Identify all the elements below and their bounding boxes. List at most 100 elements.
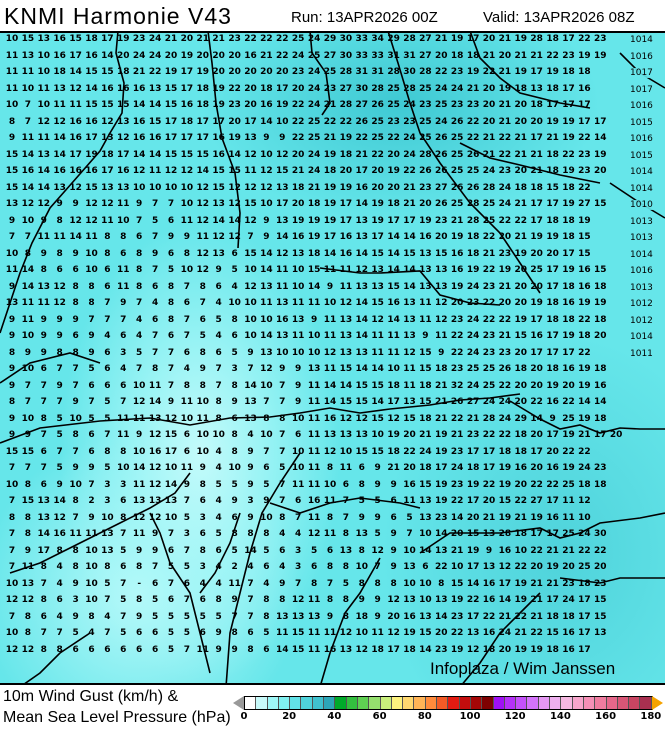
gust-value: 21 [530, 50, 543, 61]
gust-value: 15 [435, 248, 448, 259]
gust-value: 8 [326, 562, 334, 572]
gust-value: 13 [212, 248, 225, 259]
gust-value: 7 [40, 397, 47, 407]
gust-value: 16 [323, 413, 337, 424]
gust-value: 10 [37, 50, 51, 61]
gust-value: 22 [546, 479, 559, 490]
gust-value: 20 [339, 166, 353, 176]
gust-value: 24 [498, 182, 512, 193]
gust-value: 19 [323, 215, 337, 226]
gust-value: 5 [56, 430, 63, 440]
gust-value: 5 [358, 496, 365, 506]
gust-value: 25 [371, 116, 384, 127]
gust-value: 10 [180, 182, 194, 193]
gust-value: 17 [530, 199, 543, 209]
gust-value: 5 [199, 331, 206, 341]
gust-value: 6 [183, 430, 191, 440]
gust-value: 19 [450, 34, 464, 44]
gust-value: 16 [419, 232, 432, 242]
gust-value: 9 [390, 562, 397, 572]
gust-value: 19 [403, 628, 416, 638]
gust-value: 8 [358, 479, 365, 490]
gust-value: 8 [438, 578, 445, 589]
gust-value: 15 [180, 149, 194, 160]
gust-value: 20 [594, 166, 607, 176]
gust-value: 7 [8, 496, 16, 506]
gust-value: 10 [419, 529, 432, 539]
gust-value: 13 [323, 430, 337, 440]
gust-value: 23 [387, 116, 400, 127]
gust-value: 15 [212, 182, 225, 193]
gust-value: 20 [435, 628, 448, 638]
gust-value: 19 [546, 562, 559, 572]
gust-value: 15 [228, 166, 241, 176]
gust-value: 10 [180, 413, 194, 424]
gust-value: 7 [104, 430, 111, 440]
gust-value: 19 [594, 298, 607, 308]
gust-value: 14 [355, 298, 369, 308]
gust-value: 15 [307, 265, 321, 275]
gust-value: 11 [117, 265, 130, 275]
gust-value: 5 [183, 562, 191, 572]
colorbar-box [448, 697, 460, 709]
gust-value: 7 [183, 281, 191, 292]
gust-value: 7 [56, 397, 63, 407]
gust-value: 13 [355, 347, 369, 358]
gust-value: 22 [578, 545, 591, 556]
gust-value: 13 [419, 248, 432, 259]
gust-value: 11 [291, 331, 305, 341]
gust-value: 9 [88, 512, 95, 523]
gust-value: 22 [498, 430, 512, 440]
gust-value: 16 [514, 463, 528, 473]
colorbar [244, 696, 653, 710]
gust-value: 11 [85, 232, 98, 242]
gust-value: 6 [151, 578, 159, 589]
gust-value: 7 [104, 595, 111, 605]
gust-value: 10 [276, 347, 289, 358]
gust-value: 10 [21, 215, 35, 226]
colorbar-tick-label: 180 [640, 711, 662, 722]
gust-value: 19 [387, 430, 400, 440]
gust-value: 11 [403, 380, 416, 391]
gust-value: 16 [148, 446, 162, 457]
gust-value: 6 [104, 644, 111, 655]
gust-value: 22 [260, 34, 273, 44]
gust-value: 13 [355, 281, 369, 292]
gust-value: 8 [88, 611, 95, 622]
gust-value: 28 [339, 100, 353, 110]
gust-value: 10 [180, 265, 194, 275]
gust-value: 7 [151, 265, 159, 275]
gust-value: 15 [578, 232, 591, 242]
gust-value: 3 [295, 562, 302, 572]
gust-value: 17 [546, 199, 559, 209]
gust-value: 14 [498, 595, 512, 605]
gust-value: 12 [244, 281, 257, 292]
gust-value: 10 [228, 298, 241, 308]
gust-value: 9 [72, 314, 79, 325]
gust-value: 16 [291, 232, 305, 242]
gust-value: 7 [24, 232, 32, 242]
gust-value: 6 [183, 298, 191, 308]
gust-value: 17 [180, 133, 194, 143]
gust-value: 16 [562, 628, 575, 638]
gust-value: 17 [323, 232, 337, 242]
gust-value: 18 [562, 281, 575, 292]
gust-value: 14 [260, 116, 273, 127]
gust-value: 17 [276, 83, 289, 94]
isobar-label: 1016 [630, 51, 653, 62]
gust-value: 24 [403, 133, 416, 143]
gust-value: 19 [578, 364, 591, 374]
gust-value: 12 [371, 545, 384, 556]
gust-value: 8 [40, 644, 47, 655]
gust-value: 13 [403, 298, 416, 308]
gust-value: 22 [371, 149, 384, 160]
gust-value: 11 [117, 430, 130, 440]
gust-value: 7 [151, 562, 159, 572]
gust-value: 12 [291, 595, 305, 605]
gust-value: 11 [371, 628, 384, 638]
gust-value: 20 [419, 199, 432, 209]
gust-value: 18 [562, 314, 575, 325]
gust-value: 12 [323, 446, 337, 457]
gust-value: 24 [466, 380, 480, 391]
gust-value: 18 [466, 232, 480, 242]
